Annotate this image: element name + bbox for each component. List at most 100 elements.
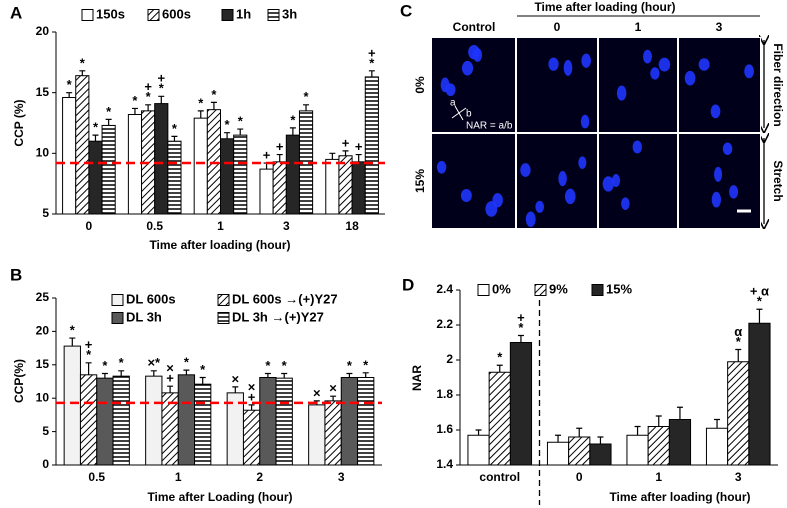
x-tick-label: 1 <box>217 219 224 233</box>
error-bar <box>303 104 310 111</box>
error-bar <box>210 101 217 110</box>
row-label: 0% <box>413 76 427 94</box>
nucleus <box>729 185 739 199</box>
error-bar <box>362 372 369 378</box>
nucleus <box>436 160 447 174</box>
bar <box>546 441 570 466</box>
legend-swatch <box>477 284 490 296</box>
y-axis-title: CCP(%) <box>12 359 26 403</box>
y-tick-label: 10 <box>36 146 50 160</box>
legend-swatch <box>111 294 124 306</box>
nucleus <box>684 70 696 86</box>
legend-label: 9% <box>549 281 568 296</box>
significance-mark: * <box>211 87 217 102</box>
significance-mark: * <box>172 121 178 136</box>
column-label: 0 <box>554 20 561 34</box>
nucleus <box>558 171 567 187</box>
error-bar <box>171 135 178 142</box>
nucleus <box>492 193 503 208</box>
image-title: Time after loading (hour) <box>534 0 675 14</box>
legend-label: 0% <box>492 281 511 296</box>
significance-mark: * <box>757 294 763 309</box>
significance-mark: * <box>106 104 112 119</box>
y-tick-label: 2 <box>446 352 453 366</box>
error-bar <box>368 70 375 77</box>
nucleus <box>460 188 472 203</box>
bar <box>285 134 300 215</box>
significance-mark: * <box>93 120 99 135</box>
legend-label: DL 600s →(+)Y27 <box>232 291 338 306</box>
significance-mark: * <box>86 347 92 362</box>
bar <box>275 377 293 466</box>
significance-mark: * <box>159 81 165 96</box>
bar <box>338 155 353 215</box>
significance-mark: + <box>85 337 93 352</box>
error-bar <box>735 348 742 362</box>
error-bar <box>197 110 204 119</box>
bar <box>96 377 114 466</box>
error-bar <box>248 404 255 411</box>
error-bar <box>224 132 231 139</box>
significance-mark: × <box>329 381 337 396</box>
nucleus <box>578 156 587 169</box>
nucleus <box>535 200 545 213</box>
nucleus <box>525 211 536 228</box>
bar <box>62 97 77 215</box>
significance-mark: * <box>736 334 742 349</box>
nucleus <box>643 49 652 64</box>
significance-mark: + α <box>750 284 769 299</box>
x-tick-label: 3 <box>338 470 345 484</box>
bar <box>101 124 116 215</box>
bar <box>727 361 750 466</box>
nucleus <box>581 53 592 68</box>
microscopy-panel: C Time after loading (hour) Control 0 1 … <box>400 0 785 229</box>
y-axis-title: NAR <box>410 365 424 391</box>
y-tick-label: 15 <box>36 85 50 99</box>
nucleus <box>564 188 576 205</box>
bar <box>259 376 277 466</box>
nucleus <box>602 176 614 192</box>
panel-label: D <box>402 275 414 294</box>
legend-swatch <box>267 9 280 21</box>
bar <box>308 404 326 466</box>
error-bar <box>118 370 125 377</box>
significance-mark: + <box>276 139 284 154</box>
error-bar <box>183 369 190 375</box>
y-tick-label: 20 <box>36 324 50 338</box>
significance-mark: + <box>248 389 256 404</box>
bar <box>647 426 670 466</box>
significance-mark: * <box>518 320 524 335</box>
y-tick-label: 5 <box>42 206 49 220</box>
nucleus <box>616 85 627 101</box>
significance-mark: × <box>232 371 240 386</box>
significance-mark: * <box>265 358 271 373</box>
bar <box>668 419 692 466</box>
legend-swatch <box>217 294 230 306</box>
x-tick-label: 3 <box>735 470 742 484</box>
error-bar <box>289 127 296 136</box>
error-bar <box>145 104 152 111</box>
significance-mark: * <box>80 55 86 70</box>
legend-label: 1h <box>236 6 251 21</box>
significance-mark: + <box>368 45 376 60</box>
error-bar <box>69 337 76 347</box>
nucleus <box>520 163 531 177</box>
significance-mark: * <box>132 93 138 108</box>
significance-mark: * <box>363 357 369 372</box>
bar <box>340 376 359 466</box>
inset-label: a <box>450 98 456 109</box>
bar <box>357 376 375 466</box>
nucleus <box>621 197 630 210</box>
error-bar <box>79 70 86 76</box>
nucleus <box>632 140 642 154</box>
significance-mark: × <box>313 385 321 400</box>
significance-mark: * <box>497 350 503 365</box>
nucleus <box>468 44 480 60</box>
legend-label: DL 600s <box>126 291 176 306</box>
significance-mark: α <box>734 324 742 339</box>
nucleus <box>711 191 722 208</box>
y-tick-label: 15 <box>36 357 50 371</box>
legend-label: 150s <box>96 6 125 21</box>
